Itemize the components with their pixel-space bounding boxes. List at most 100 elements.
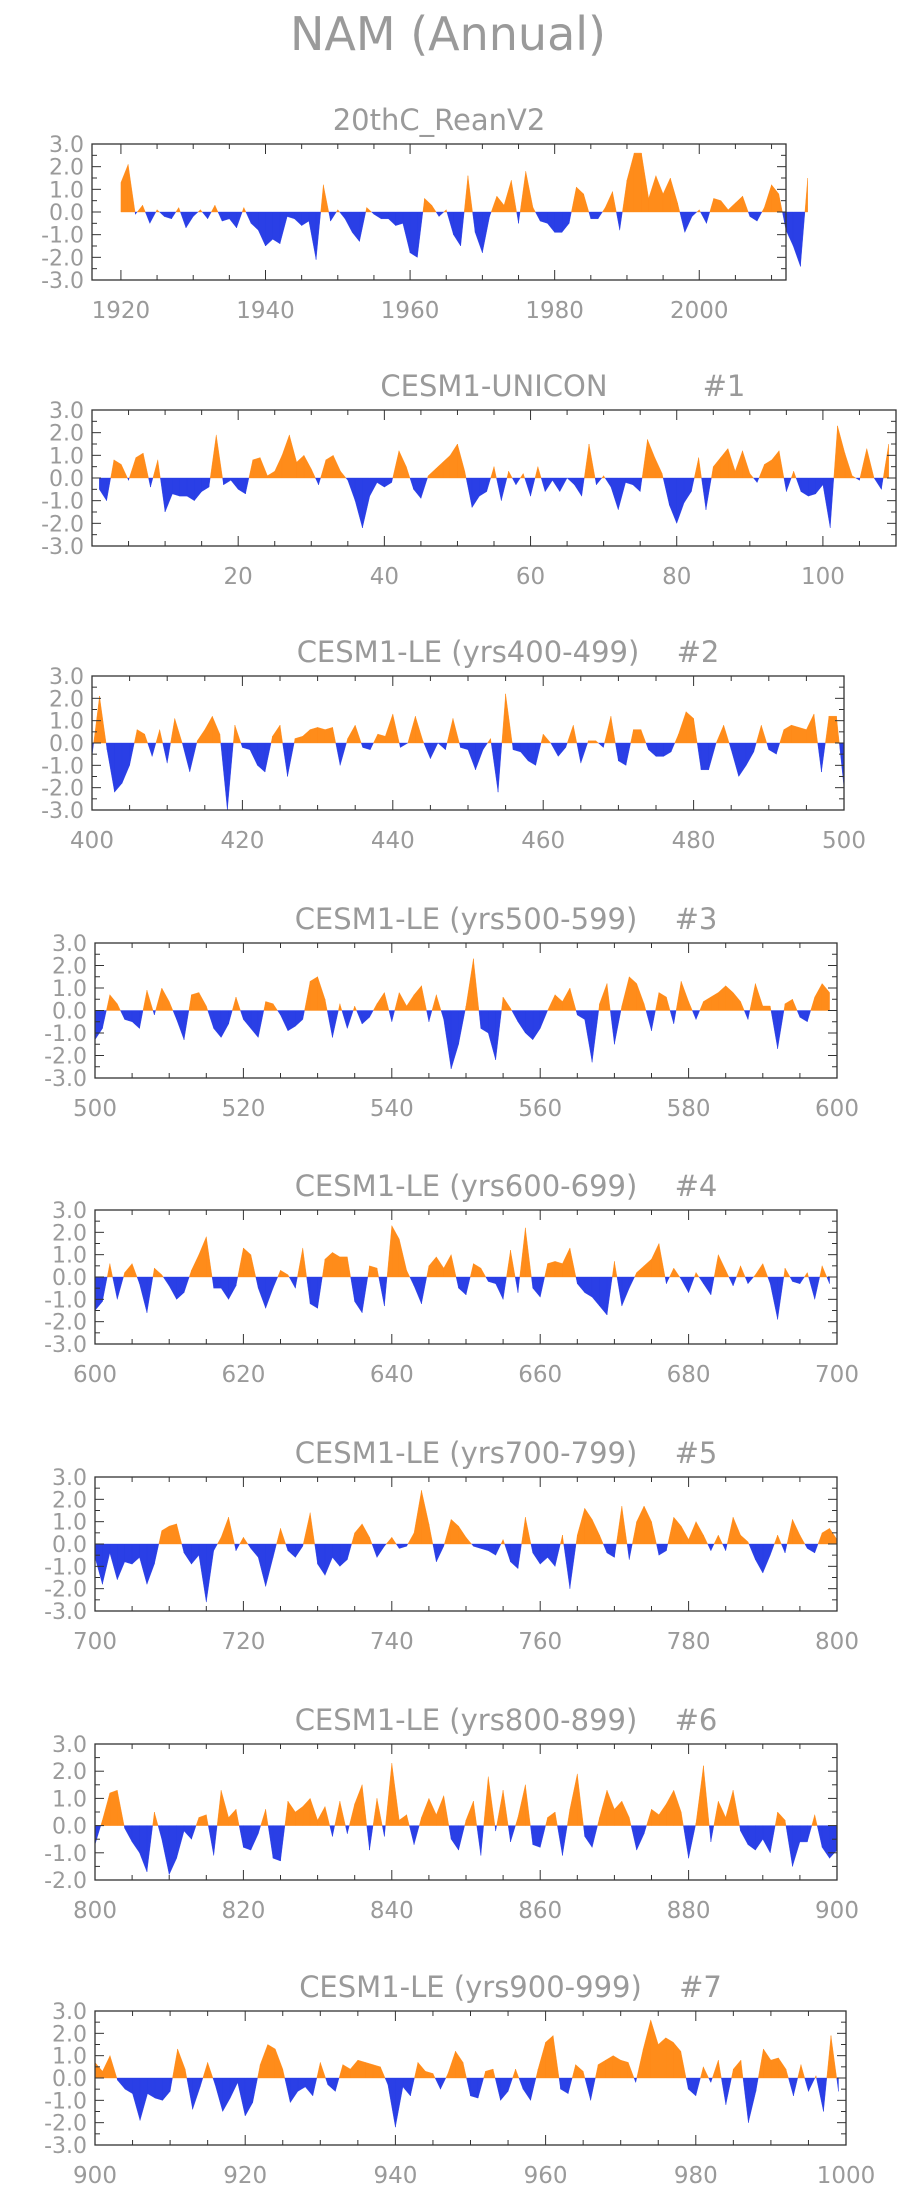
x-tick-label: 600 [815,1096,859,1122]
y-tick-label: 2.0 [52,955,87,980]
positive-area [120,152,808,213]
x-tick-label: 1980 [525,298,584,324]
x-tick-label: 60 [516,564,545,590]
panel-title: CESM1-LE (yrs800-899) [295,1703,638,1737]
y-tick-label: 3.0 [52,1733,87,1758]
x-tick-label: 900 [73,2163,117,2189]
x-tick-label: 580 [667,1096,711,1122]
plot-frame [94,1743,838,1881]
positive-area [100,1763,818,1826]
y-tick-label: 1.0 [52,1787,87,1812]
x-tick-label: 700 [815,1362,859,1388]
panel-title: CESM1-LE (yrs400-499) [297,635,640,669]
panel-label: #5 [675,1436,718,1470]
negative-area [94,1010,811,1070]
panel-5: CESM1-LE (yrs600-699) #43.02.01.00.0-1.0-… [44,1169,859,1388]
x-tick-label: 920 [223,2163,267,2189]
negative-area [116,2077,839,2128]
y-tick-label: 0.0 [49,467,84,492]
panel-label: #4 [675,1169,718,1203]
y-tick-label: 2.0 [52,1488,87,1513]
y-tick-label: 0.0 [49,732,84,757]
panel-title: CESM1-UNICON [380,369,607,403]
y-tick-label: 0.0 [52,1533,87,1558]
y-tick-label: -2.0 [44,2112,87,2137]
y-tick-label: 1.0 [49,444,84,469]
x-tick-label: 640 [370,1362,414,1388]
negative-area [99,477,884,528]
x-tick-label: 20 [224,564,253,590]
y-tick-label: -3.0 [41,269,84,294]
y-tick-label: -2.0 [41,246,84,271]
y-tick-label: 1.0 [52,1244,87,1269]
panels-container: 20thC_ReanV23.02.01.00.0-1.0-2.0-3.01920… [41,103,897,2189]
y-tick-label: 3.0 [52,932,87,957]
y-tick-label: -1.0 [44,2089,87,2114]
x-tick-label: 760 [518,1629,562,1655]
x-tick-label: 1920 [92,298,151,324]
y-tick-label: 3.0 [52,2000,87,2025]
negative-area [94,1825,838,1875]
x-tick-label: 960 [524,2163,568,2189]
panel-3: CESM1-LE (yrs400-499) #23.02.01.00.0-1.0-… [41,635,866,854]
y-tick-label: 3.0 [52,1199,87,1224]
y-tick-label: 1.0 [52,977,87,1002]
y-tick-label: 3.0 [52,1466,87,1491]
y-tick-label: 2.0 [52,2022,87,2047]
y-tick-label: -2.0 [41,512,84,537]
y-tick-label: 0.0 [52,1815,87,1840]
y-tick-label: -1.0 [44,1022,87,1047]
panel-8: CESM1-LE (yrs900-999) #73.02.01.00.0-1.0-… [44,1970,875,2189]
x-tick-label: 400 [70,828,114,854]
x-tick-label: 940 [373,2163,417,2189]
y-tick-label: -1.0 [44,1555,87,1580]
y-tick-label: 2.0 [52,1221,87,1246]
y-tick-label: 3.0 [49,399,84,424]
negative-area [134,211,806,267]
x-tick-label: 740 [370,1629,414,1655]
panel-title: 20thC_ReanV2 [333,103,546,137]
x-tick-label: 1000 [817,2163,876,2189]
panel-label: #3 [675,902,718,936]
panel-1: 20thC_ReanV2 3.02.01.00.0-1.0-2.0-3.0 1920… [41,103,808,324]
x-tick-label: 440 [371,828,415,854]
y-tick-label: 1.0 [49,178,84,203]
y-tick-label: -3.0 [44,1067,87,1092]
y-tick-label: 2.0 [49,422,84,447]
panel-title: CESM1-LE (yrs500-599) [295,902,638,936]
y-tick-label: -2.0 [44,1045,87,1070]
y-tick-label: 1.0 [49,710,84,735]
x-tick-label: 500 [822,828,866,854]
y-tick-label: 0.0 [49,201,84,226]
x-tick-label: 800 [815,1629,859,1655]
x-tick-label: 860 [518,1898,562,1924]
x-tick-label: 520 [221,1096,265,1122]
panel-7: CESM1-LE (yrs800-899) #6 3.02.01.0 0.0-1.0-… [44,1703,859,1924]
y-tick-label: 3.0 [49,133,84,158]
x-tick-label: 2000 [670,298,729,324]
panel-title: CESM1-LE (yrs600-699) [295,1169,638,1203]
negative-area [94,1543,819,1603]
y-tick-label: 3.0 [49,665,84,690]
x-tick-label: 700 [73,1629,117,1655]
panel-label: #6 [675,1703,718,1737]
y-tick-label: 1.0 [52,1511,87,1536]
panel-4: CESM1-LE (yrs500-599) #33.02.01.00.0-1.0-… [44,902,859,1122]
x-tick-label: 720 [221,1629,265,1655]
panel-label: #7 [679,1970,722,2004]
y-tick-label: -3.0 [44,1333,87,1358]
x-tick-label: 680 [667,1362,711,1388]
x-tick-label: 480 [672,828,716,854]
panel-2: CESM1-UNICON #1 3.02.01.00.0-1.0-2.0-3.0 20… [41,369,897,590]
y-tick-label: 0.0 [52,2067,87,2092]
y-tick-label: -3.0 [44,2134,87,2159]
x-tick-label: 560 [518,1096,562,1122]
y-tick-label: -2.0 [44,1869,87,1894]
panel-6: CESM1-LE (yrs700-799) #53.02.01.00.0-1.0-… [44,1436,859,1655]
x-tick-label: 600 [73,1362,117,1388]
y-tick-label: 2.0 [52,1760,87,1785]
x-tick-label: 1940 [236,298,295,324]
y-tick-label: -2.0 [44,1311,87,1336]
x-tick-label: 780 [667,1629,711,1655]
panel-label: #2 [677,635,720,669]
